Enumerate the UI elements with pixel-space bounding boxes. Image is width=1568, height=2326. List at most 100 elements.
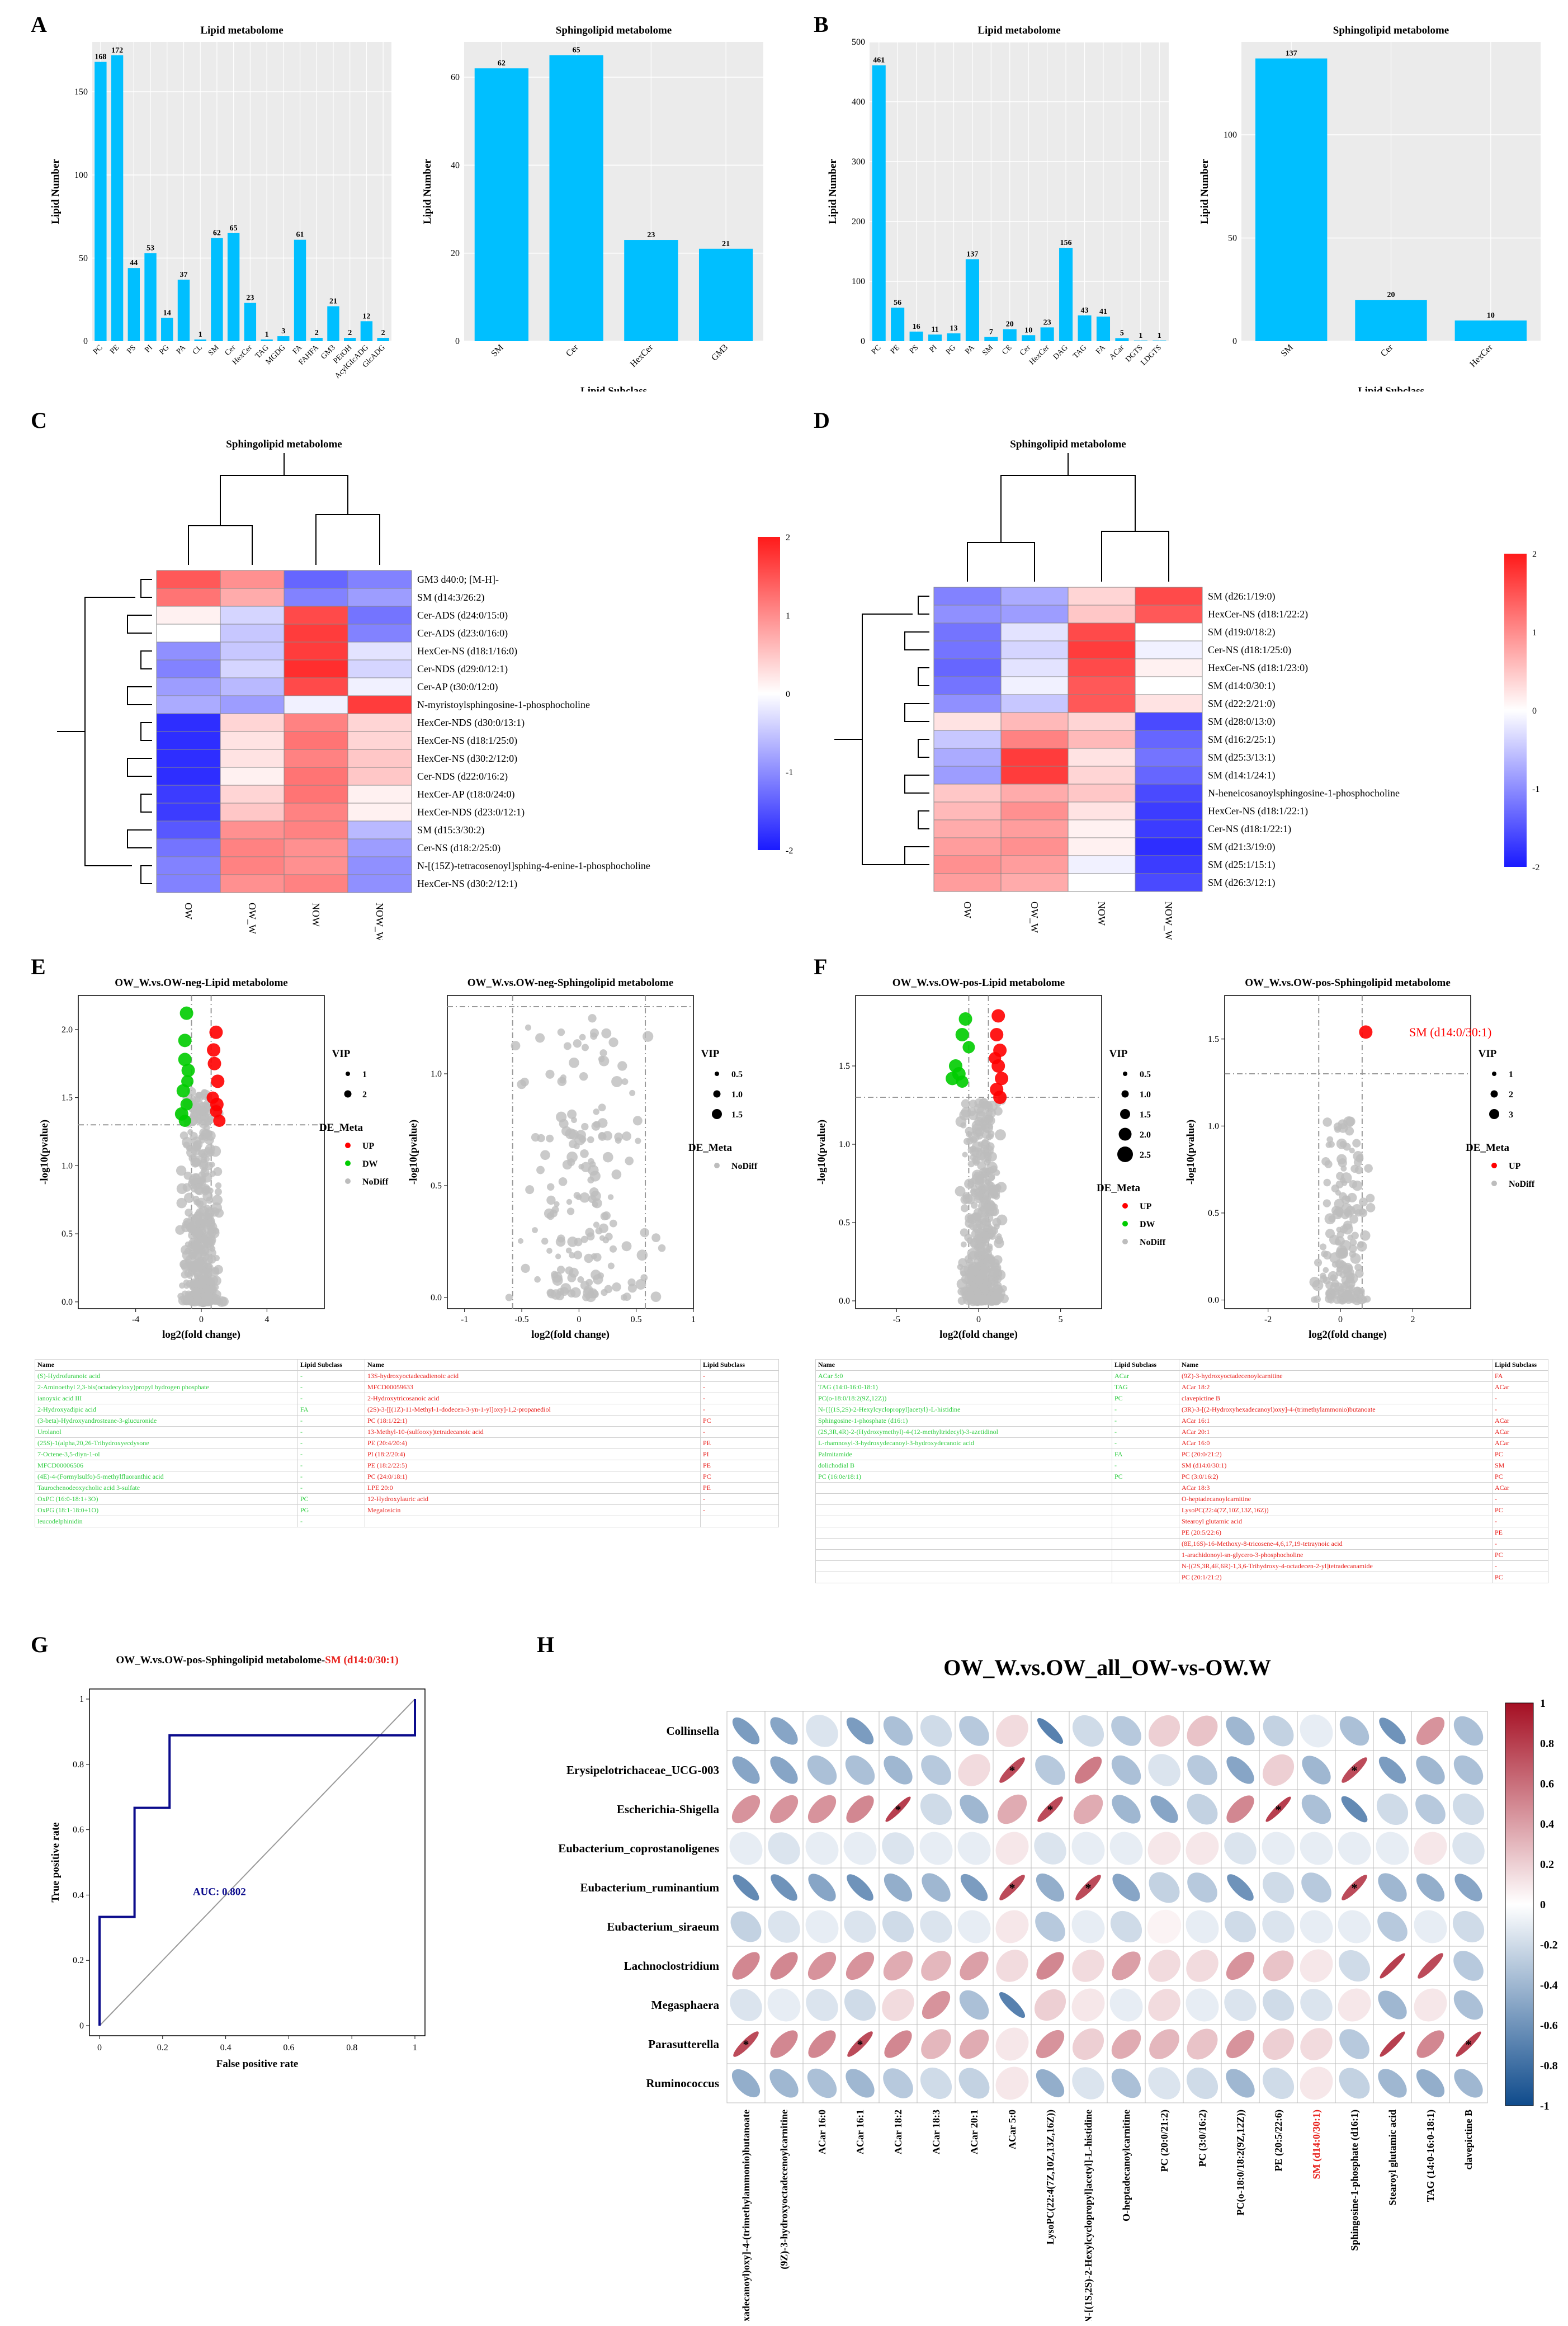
heatmap-cell [1135, 622, 1203, 641]
point-down [956, 1075, 969, 1088]
table-row: O-heptadecanoylcarnitine - [815, 1493, 1548, 1505]
correlation-ellipse [1149, 2029, 1179, 2059]
point-nodiff [569, 1252, 575, 1259]
heatmap-cell [1068, 766, 1136, 785]
heatmap-cell [1068, 730, 1136, 749]
table-cell: - [1112, 1415, 1179, 1427]
correlation-ellipse [1454, 1874, 1482, 1902]
table-cell: SM (d14:0/30:1) [1179, 1460, 1493, 1471]
x-tick-label: 0 [577, 1315, 581, 1324]
table-cell: L-rhamnosyl-3-hydroxydecanoyl-3-hydroxyd… [815, 1437, 1112, 1449]
heatmap-cell [284, 641, 348, 660]
legend-size-marker [1123, 1072, 1127, 1076]
data-label: 56 [894, 299, 901, 307]
correlation-ellipse [1380, 1953, 1405, 1979]
heatmap-cell [1068, 640, 1136, 659]
correlation-ellipse [1109, 1988, 1143, 2022]
data-label: 137 [966, 250, 978, 258]
x-tick-label: PG [944, 343, 957, 356]
correlation-ellipse [999, 1992, 1026, 2018]
column-label: ACar 16:1 [854, 2110, 866, 2154]
heatmap-cell [1000, 605, 1069, 624]
y-tick-label: 0 [83, 337, 88, 346]
point-nodiff [573, 1251, 583, 1259]
x-tick-label: 0.5 [631, 1315, 642, 1324]
point-nodiff [994, 1235, 1004, 1244]
point-nodiff [1325, 1229, 1335, 1239]
point-nodiff [611, 1075, 623, 1087]
table-cell: (8E,16S)-16-Methoxy-8-tricosene-4,6,17,1… [1179, 1538, 1493, 1550]
point-nodiff [536, 1166, 545, 1174]
point-nodiff [573, 1039, 582, 1048]
correlation-ellipse [996, 1950, 1028, 1982]
correlation-ellipse [1301, 1872, 1331, 1903]
y-tick-label: 0.4 [73, 1890, 84, 1900]
legend-title: VIP [701, 1048, 720, 1060]
point-nodiff [179, 1282, 186, 1289]
point-down [178, 1053, 192, 1067]
point-nodiff [1338, 1158, 1347, 1168]
heatmap-cell [284, 731, 348, 750]
point-nodiff [1364, 1164, 1373, 1173]
point-nodiff [199, 1119, 209, 1129]
table-cell: Name [365, 1359, 701, 1371]
data-label: 23 [1043, 318, 1051, 327]
data-label: 137 [1286, 50, 1297, 58]
column-label: SM (d14:0/30:1) [1311, 2110, 1323, 2179]
correlation-ellipse [1377, 1912, 1408, 1942]
y-tick-label: 1.0 [62, 1161, 73, 1171]
point-nodiff [964, 1178, 975, 1189]
legend-label: 2 [362, 1090, 367, 1100]
table-f-main: Name Lipid Subclass Name Lipid Subclass ACar… [815, 1359, 1548, 1583]
significance-star: * [1047, 1803, 1054, 1817]
table-row: PC (16:0e/18:1) PC PC (3:0/16:2) PC [815, 1471, 1548, 1483]
row-label: Eubacterium_siraeum [607, 1920, 719, 1933]
data-label: 7 [989, 328, 993, 337]
data-label: 65 [573, 46, 580, 55]
y-tick-label: 400 [852, 97, 865, 107]
x-tick-label: CE [1000, 343, 1013, 356]
table-cell: LysoPC(22:4(7Z,10Z,13Z,16Z)) [1179, 1504, 1493, 1516]
x-tick-label: Cer [1018, 343, 1032, 357]
heatmap-cell [1000, 819, 1069, 838]
point-up [1359, 1025, 1373, 1039]
row-label: Eubacterium_ruminantium [580, 1881, 719, 1894]
table-cell [815, 1493, 1112, 1505]
point-nodiff [213, 1228, 220, 1234]
table-cell: PC [1492, 1572, 1548, 1583]
table-row: 1-arachidonoyl-sn-glycero-3-phosphocholi… [815, 1549, 1548, 1561]
bar [261, 339, 273, 341]
point-up [207, 1056, 221, 1070]
table-row: dolichodial B - SM (d14:0/30:1) SM [815, 1460, 1548, 1471]
correlation-ellipse [1112, 1795, 1141, 1824]
correlation-ellipse [1224, 1989, 1257, 2021]
legend-label: DW [362, 1159, 378, 1169]
heatmap-cell [220, 606, 285, 625]
point-nodiff [981, 1115, 991, 1126]
table-f: Name Lipid Subclass Name Lipid Subclass ACar… [815, 1359, 1548, 1583]
column-label: clavepictine B [1463, 2110, 1474, 2169]
point-nodiff [574, 1238, 583, 1247]
point-down [176, 1084, 190, 1098]
correlation-ellipse [1416, 1716, 1445, 1745]
point-nodiff [635, 1138, 641, 1144]
table-cell: FA [297, 1404, 365, 1416]
heatmap-cell [220, 624, 285, 643]
table-cell: - [700, 1404, 779, 1416]
bar-chart-b-sphingolipid: Sphingolipid metabolome 0 50 100 137 SM 20 Cer 1… [1199, 25, 1541, 391]
correlation-ellipse [1415, 1794, 1446, 1824]
data-label: 461 [873, 56, 885, 65]
point-nodiff [960, 1122, 967, 1129]
point-nodiff [1333, 1296, 1342, 1304]
correlation-ellipse [960, 1874, 988, 1902]
data-label: 156 [1060, 239, 1072, 247]
heatmap-cell [1000, 855, 1069, 874]
legend-label: NoDiff [1140, 1238, 1166, 1247]
point-nodiff [1357, 1154, 1364, 1160]
point-nodiff [993, 1223, 1000, 1230]
chart-title: Sphingolipid metabolome [1010, 438, 1126, 450]
table-cell: - [297, 1426, 365, 1438]
row-label: SM (d26:3/12:1) [1208, 877, 1276, 889]
correlation-ellipse [1301, 1794, 1331, 1824]
legend-label: 2.0 [1140, 1130, 1151, 1140]
